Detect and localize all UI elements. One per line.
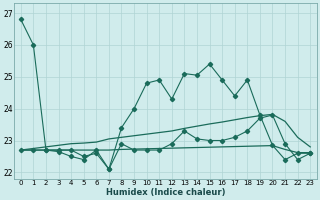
X-axis label: Humidex (Indice chaleur): Humidex (Indice chaleur) bbox=[106, 188, 225, 197]
